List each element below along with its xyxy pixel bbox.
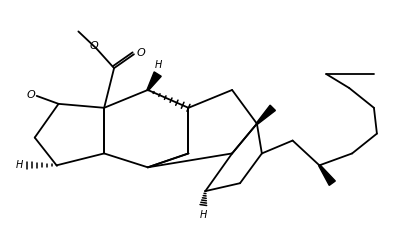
Text: H: H — [15, 159, 23, 170]
Text: O: O — [90, 41, 98, 51]
Polygon shape — [147, 72, 161, 90]
Text: O: O — [27, 90, 36, 100]
Polygon shape — [256, 105, 275, 124]
Text: H: H — [200, 210, 207, 220]
Polygon shape — [319, 165, 335, 185]
Text: H: H — [155, 60, 162, 70]
Text: O: O — [137, 48, 146, 58]
